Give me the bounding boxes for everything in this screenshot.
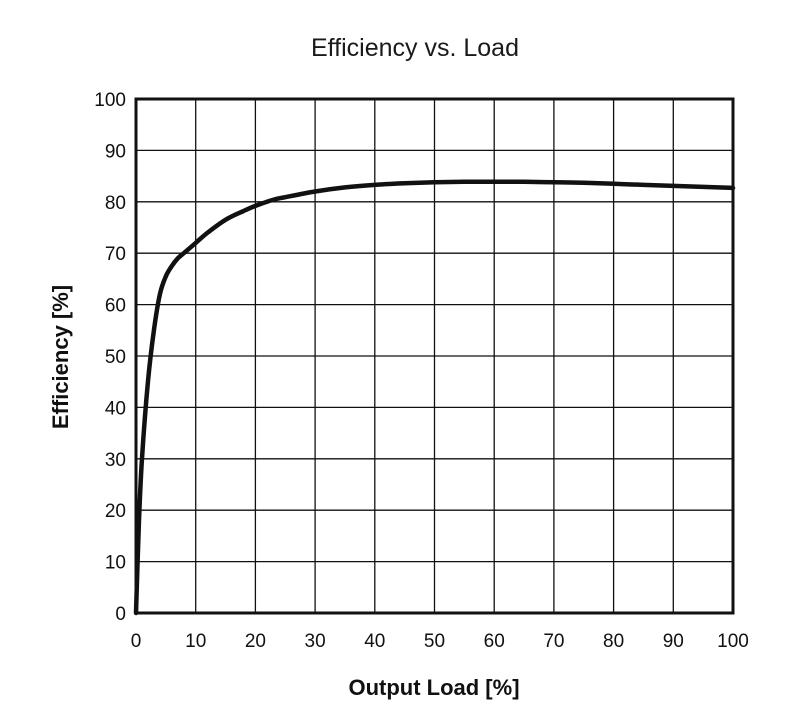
x-tick-label: 0 — [131, 631, 142, 652]
y-tick-label: 10 — [105, 553, 126, 574]
series-layer — [133, 179, 736, 616]
x-axis-ticks: 0 10 20 30 40 50 60 70 80 90 100 — [131, 631, 749, 652]
plot-area-frame — [134, 97, 735, 615]
efficiency-curve-line — [133, 179, 736, 616]
x-axis-label: Output Load [%] — [348, 675, 519, 700]
x-tick-label: 50 — [424, 631, 445, 652]
y-axis-label: Efficiency [%] — [48, 285, 73, 429]
grid-lines — [135, 98, 734, 614]
x-tick-label: 40 — [364, 631, 385, 652]
y-tick-label: 80 — [105, 193, 126, 214]
y-tick-label: 20 — [105, 501, 126, 522]
x-tick-label: 70 — [543, 631, 564, 652]
y-tick-label: 50 — [105, 347, 126, 368]
x-tick-label: 60 — [484, 631, 505, 652]
y-tick-label: 0 — [115, 604, 126, 625]
y-tick-label: 100 — [94, 90, 126, 111]
y-tick-label: 60 — [105, 296, 126, 317]
x-tick-label: 100 — [717, 631, 749, 652]
x-tick-label: 90 — [663, 631, 684, 652]
y-tick-label: 40 — [105, 398, 126, 419]
y-tick-label: 70 — [105, 244, 126, 265]
x-tick-label: 30 — [305, 631, 326, 652]
y-tick-label: 90 — [105, 141, 126, 162]
chart-title: Efficiency vs. Load — [311, 34, 519, 62]
x-tick-label: 80 — [603, 631, 624, 652]
y-tick-label: 30 — [105, 450, 126, 471]
y-axis-ticks: 0 10 20 30 40 50 60 70 80 90 100 — [94, 90, 126, 625]
x-tick-label: 20 — [245, 631, 266, 652]
x-tick-label: 10 — [185, 631, 206, 652]
